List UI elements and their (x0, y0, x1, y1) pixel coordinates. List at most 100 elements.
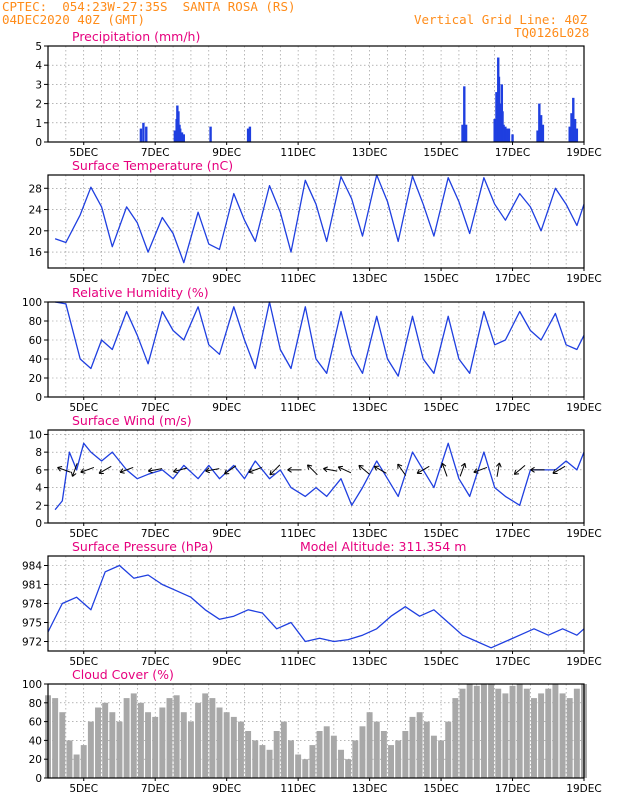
panel-precip-title: Precipitation (mm/h) (72, 29, 200, 44)
panel-press-xtick-label: 13DEC (352, 656, 387, 668)
panel-cloud-xtick-label: 19DEC (566, 783, 601, 795)
panel-wind-wind-arrow-head (373, 466, 377, 471)
panel-precip-xtick-label: 17DEC (495, 147, 530, 159)
header-grid-line: Vertical Grid Line: 40Z (414, 12, 588, 27)
panel-cloud-bar (102, 702, 109, 778)
panel-cloud-bar (137, 702, 144, 778)
panel-wind-wind-arrow (441, 463, 448, 477)
panel-precip-bar (511, 134, 514, 142)
panel-cloud-bar (452, 698, 459, 778)
panel-wind-wind-arrow-head (248, 471, 254, 474)
panel-cloud-bar (295, 754, 302, 778)
panel-press-xtick-label: 19DEC (566, 656, 601, 668)
panel-temp-xtick-label: 9DEC (212, 273, 241, 285)
panel-cloud-bar (230, 716, 237, 778)
panel-cloud-bar (73, 754, 80, 778)
panel-precip-bar (572, 97, 575, 142)
header-station: CPTEC: 054:23W-27:35S SANTA ROSA (RS) (2, 0, 296, 14)
panel-rh-xtick-label: 19DEC (566, 402, 601, 414)
panel-rh-ytick-label: 0 (35, 392, 42, 404)
panel-cloud-bar (559, 693, 566, 778)
panel-precip-bar (139, 128, 143, 142)
panel-wind-wind-arrow-head (323, 466, 328, 470)
panel-wind-wind-arrow (513, 464, 526, 475)
panel-wind-wind-arrow-head (338, 465, 343, 468)
panel-precip-bar (173, 130, 177, 142)
panel-cloud-bar (573, 688, 580, 778)
panel-press-ytick-label: 978 (22, 599, 42, 611)
panel-precip-xtick-label: 15DEC (423, 147, 458, 159)
panel-wind-ytick-label: 8 (35, 447, 42, 459)
panel-wind-wind-arrow-head (337, 466, 342, 472)
panel-rh-ytick-label: 60 (29, 335, 42, 347)
panel-temp-ytick-label: 16 (29, 247, 43, 259)
panel-precip-bar (463, 86, 466, 142)
panel-temp-ytick-label: 20 (29, 226, 42, 238)
panel-precip-ytick-label: 2 (35, 99, 42, 111)
panel-precip-ytick-label: 3 (35, 79, 42, 91)
panel-cloud-bar (552, 684, 559, 778)
panel-precip-bar (209, 126, 212, 142)
panel-wind-ytick-label: 6 (35, 465, 42, 477)
panel-cloud-bar (523, 688, 530, 778)
panel-wind-wind-arrow-head (287, 469, 292, 473)
panel-wind-wind-arrow-head (416, 468, 420, 474)
panel-temp-title: Surface Temperature (nC) (72, 158, 233, 173)
panel-cloud-xtick-label: 11DEC (280, 783, 315, 795)
panel-wind-wind-arrow (374, 465, 387, 474)
panel-precip-bar (502, 124, 505, 142)
panel-cloud-bar (509, 685, 516, 778)
panel-wind-frame (47, 429, 585, 524)
panel-wind-wind-arrow-head (306, 464, 310, 470)
panel-precip-bar (182, 134, 185, 142)
panel-rh-xtick-label: 15DEC (423, 402, 458, 414)
panel-cloud-bar (280, 721, 287, 778)
panel-precip-bar (568, 126, 571, 142)
panel-wind-wind-arrow-head (552, 468, 556, 474)
panel-rh-xtick-label: 5DEC (69, 402, 98, 414)
panel-press-xtick-label: 9DEC (212, 656, 241, 668)
panel-cloud-bar (87, 721, 94, 778)
panel-wind-wind-arrow-head (473, 471, 479, 474)
panel-wind-wind-arrow-head (119, 471, 125, 474)
panel-wind-wind-arrow-head (530, 469, 535, 473)
panel-wind-xtick-label: 11DEC (280, 528, 315, 540)
panel-precip-bar (505, 128, 509, 142)
panel-cloud-bar (202, 693, 209, 778)
panel-cloud-bar (209, 698, 216, 778)
panel-wind-wind-arrow-head (460, 462, 466, 467)
panel-precip-bar (179, 128, 182, 142)
panel-precip-bar (461, 124, 464, 142)
panel-temp-frame (47, 174, 585, 269)
panel-wind-series-line (54, 442, 585, 511)
header-run-time: 04DEC2020 40Z (GMT) (2, 12, 145, 27)
panel-wind-ytick-label: 4 (35, 483, 42, 495)
panel-wind-wind-arrow (148, 468, 163, 472)
panel-temp-xtick-label: 15DEC (423, 273, 458, 285)
panel-cloud-xtick-label: 17DEC (495, 783, 530, 795)
panel-wind-wind-arrow-head (464, 463, 467, 468)
panel-cloud-bar (145, 712, 152, 778)
panel-wind-xtick-label: 5DEC (69, 528, 98, 540)
panel-press-ytick-label: 972 (22, 637, 42, 649)
panel-wind-wind-arrow (397, 463, 407, 476)
panel-cloud-bar (59, 712, 66, 778)
panel-cloud-bar (480, 684, 487, 778)
panel-precip-bar (538, 103, 541, 142)
panel-wind-wind-arrow-head (173, 467, 178, 473)
panel-rh-xtick-label: 11DEC (280, 402, 315, 414)
panel-wind-title: Surface Wind (m/s) (72, 413, 192, 428)
panel-cloud-bar (345, 759, 352, 778)
panel-cloud-bar (237, 721, 244, 778)
panel-precip-bar (575, 128, 579, 142)
panel-precip-bar (248, 126, 252, 142)
panel-cloud-ytick-label: 0 (35, 773, 42, 785)
panel-wind-wind-arrow (173, 467, 188, 473)
panel-press-xtick-label: 7DEC (141, 656, 170, 668)
panel-precip-bar (507, 128, 511, 142)
panel-precip-xtick-label: 11DEC (280, 147, 315, 159)
panel-precip-xtick-label: 5DEC (69, 147, 98, 159)
panel-cloud-bar (423, 721, 430, 778)
panel-wind-wind-arrow-head (80, 471, 86, 474)
panel-wind-wind-arrow (323, 468, 338, 472)
